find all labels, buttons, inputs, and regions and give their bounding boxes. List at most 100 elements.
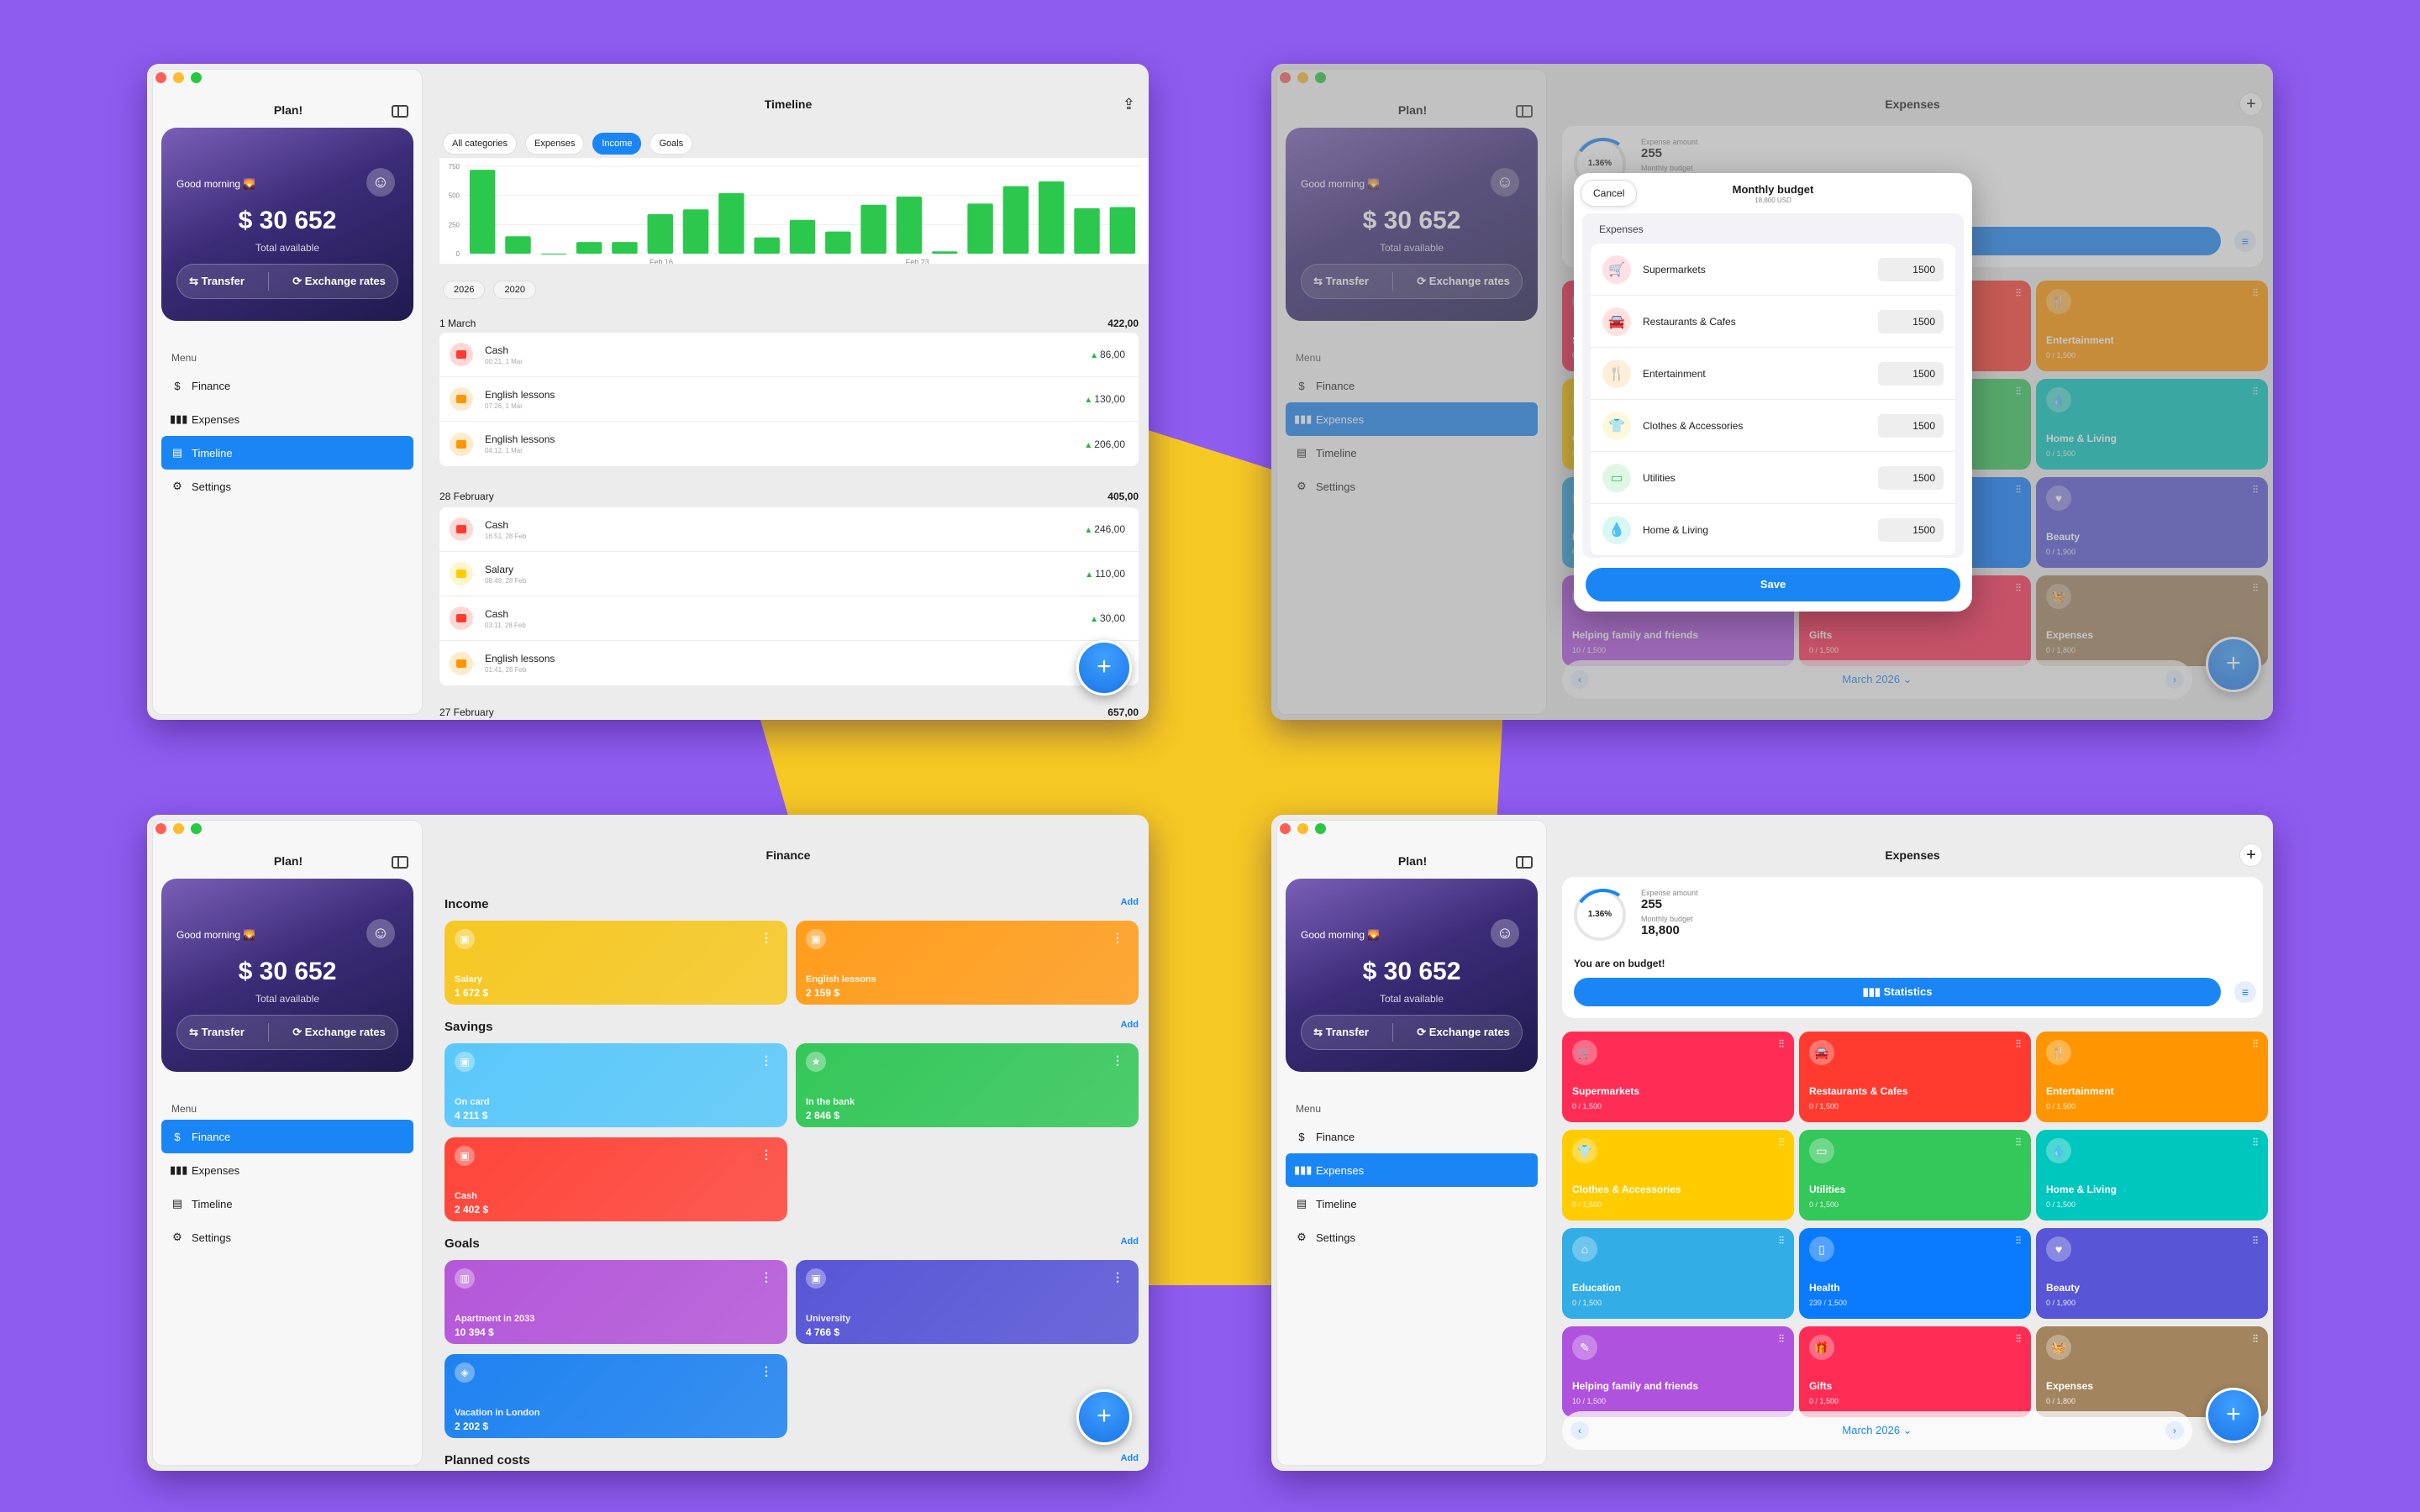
budget-value-input[interactable]: 1500: [1878, 257, 1944, 281]
expense-category-tile[interactable]: ♥ ⫶⫶ Beauty 0 / 1,900: [2036, 1228, 2268, 1319]
month-selector[interactable]: ‹ March 2026 ⌄ ›: [1562, 1411, 2192, 1450]
sliders-icon[interactable]: ⫶⫶: [2252, 1333, 2258, 1345]
save-button[interactable]: Save: [1586, 568, 1960, 601]
zoom-button[interactable]: [1315, 823, 1326, 834]
transaction-row[interactable]: English lessons 01:41, 28 Feb: [439, 641, 1139, 685]
chevron-left-icon[interactable]: ‹: [1570, 670, 1589, 689]
sidebar-toggle-icon[interactable]: [1516, 856, 1533, 869]
sidebar-item-timeline[interactable]: ▤ Timeline: [161, 1187, 413, 1221]
budget-value-input[interactable]: 1500: [1878, 517, 1944, 542]
income-bar[interactable]: [505, 236, 531, 254]
sidebar-item-settings[interactable]: ⚙ Settings: [161, 1221, 413, 1254]
expense-category-tile[interactable]: ♥ ⫶⫶ Beauty 0 / 1,900: [2036, 477, 2268, 568]
sidebar-toggle-icon[interactable]: [392, 856, 408, 869]
more-icon[interactable]: ⋮: [1112, 931, 1123, 944]
income-bar[interactable]: [967, 203, 993, 254]
expense-category-tile[interactable]: 💧 ⫶⫶ Home & Living 0 / 1,500: [2036, 379, 2268, 470]
budget-value-input[interactable]: 1500: [1878, 413, 1944, 438]
budget-value-input[interactable]: 1500: [1878, 361, 1944, 386]
chip-expenses[interactable]: Expenses: [525, 133, 585, 155]
sidebar-item-expenses[interactable]: ▮▮▮ Expenses: [1286, 402, 1538, 436]
share-icon[interactable]: ⇪: [1122, 96, 1135, 113]
sliders-icon[interactable]: ⫶⫶: [2015, 287, 2021, 299]
income-bar[interactable]: [754, 237, 780, 254]
smile-icon[interactable]: ☺: [366, 919, 395, 948]
list-icon[interactable]: ≡: [2234, 230, 2256, 252]
sliders-icon[interactable]: ⫶⫶: [2252, 1235, 2258, 1247]
year-2020[interactable]: 2020: [493, 281, 536, 299]
sliders-icon[interactable]: ⫶⫶: [2015, 1137, 2021, 1148]
sliders-icon[interactable]: ⫶⫶: [2252, 287, 2258, 299]
finance-tile[interactable]: ▣ ⋮ Cash 2 402 $: [445, 1137, 787, 1221]
minimize-button[interactable]: [173, 72, 184, 83]
sidebar-item-finance[interactable]: $ Finance: [1286, 1120, 1538, 1153]
income-bar[interactable]: [896, 197, 923, 254]
finance-tile[interactable]: ▣ ⋮ Salary 1 672 $: [445, 921, 787, 1005]
income-bar[interactable]: [718, 192, 744, 254]
expense-category-tile[interactable]: 🍴 ⫶⫶ Entertainment 0 / 1,500: [2036, 1032, 2268, 1122]
zoom-button[interactable]: [191, 823, 202, 834]
add-fab-button[interactable]: +: [2206, 1388, 2261, 1443]
zoom-button[interactable]: [1315, 72, 1326, 83]
add-fab-button[interactable]: +: [1076, 640, 1132, 696]
finance-tile[interactable]: ▣ ⋮ On card 4 211 $: [445, 1043, 787, 1127]
add-planned-link[interactable]: Add: [1120, 1453, 1139, 1463]
sliders-icon[interactable]: ⫶⫶: [2015, 484, 2021, 496]
sliders-icon[interactable]: ⫶⫶: [2015, 1333, 2021, 1345]
chip-goals[interactable]: Goals: [650, 133, 693, 155]
finance-tile[interactable]: ★ ⋮ In the bank 2 846 $: [796, 1043, 1139, 1127]
sidebar-item-finance[interactable]: $ Finance: [161, 1120, 413, 1153]
add-icon[interactable]: +: [2239, 92, 2263, 116]
sidebar-item-expenses[interactable]: ▮▮▮ Expenses: [161, 402, 413, 436]
income-bar[interactable]: [682, 209, 709, 254]
chip-all-categories[interactable]: All categories: [443, 133, 518, 155]
smile-icon[interactable]: ☺: [366, 168, 395, 197]
income-bar[interactable]: [1002, 186, 1029, 254]
more-icon[interactable]: ⋮: [760, 931, 772, 944]
sidebar-toggle-icon[interactable]: [1516, 105, 1533, 118]
sidebar-toggle-icon[interactable]: [392, 105, 408, 118]
more-icon[interactable]: ⋮: [1112, 1270, 1123, 1284]
finance-tile[interactable]: ▣ ⋮ English lessons 2 159 $: [796, 921, 1139, 1005]
smile-icon[interactable]: ☺: [1491, 919, 1519, 948]
add-income-link[interactable]: Add: [1120, 897, 1139, 907]
smile-icon[interactable]: ☺: [1491, 168, 1519, 197]
close-button[interactable]: [1280, 72, 1291, 83]
month-selector[interactable]: ‹ March 2026 ⌄ ›: [1562, 660, 2192, 699]
sliders-icon[interactable]: ⫶⫶: [1778, 1333, 1784, 1345]
chevron-right-icon[interactable]: ›: [2165, 1421, 2184, 1440]
expense-category-tile[interactable]: 🛒 ⫶⫶ Supermarkets 0 / 1,500: [1562, 1032, 1794, 1122]
statistics-button[interactable]: ▮▮▮ Statistics: [1574, 978, 2221, 1006]
exchange-rates-button[interactable]: ⟳ Exchange rates: [292, 275, 386, 287]
expense-category-tile[interactable]: 💧 ⫶⫶ Home & Living 0 / 1,500: [2036, 1130, 2268, 1221]
finance-tile[interactable]: ▥ ⋮ Apartment in 2033 10 394 $: [445, 1260, 787, 1344]
sidebar-item-timeline[interactable]: ▤ Timeline: [1286, 1187, 1538, 1221]
exchange-rates-button[interactable]: ⟳ Exchange rates: [1417, 275, 1510, 287]
income-bar[interactable]: [612, 242, 638, 254]
finance-tile[interactable]: ◈ ⋮ Vacation in London 2 202 $: [445, 1354, 787, 1438]
exchange-rates-button[interactable]: ⟳ Exchange rates: [292, 1026, 386, 1038]
exchange-rates-button[interactable]: ⟳ Exchange rates: [1417, 1026, 1510, 1038]
expense-category-tile[interactable]: ▯ ⫶⫶ Health 239 / 1,500: [1799, 1228, 2031, 1319]
income-bar[interactable]: [1038, 181, 1065, 254]
income-bar[interactable]: [647, 213, 673, 254]
close-button[interactable]: [155, 823, 166, 834]
sliders-icon[interactable]: ⫶⫶: [2252, 484, 2258, 496]
more-icon[interactable]: ⋮: [760, 1147, 772, 1161]
sidebar-item-finance[interactable]: $ Finance: [161, 369, 413, 402]
expense-category-tile[interactable]: ✎ ⫶⫶ Helping family and friends 10 / 1,500: [1562, 1326, 1794, 1417]
zoom-button[interactable]: [191, 72, 202, 83]
sliders-icon[interactable]: ⫶⫶: [2015, 386, 2021, 397]
income-bar[interactable]: [860, 204, 886, 254]
sliders-icon[interactable]: ⫶⫶: [2015, 582, 2021, 594]
expense-category-tile[interactable]: ▭ ⫶⫶ Utilities 0 / 1,500: [1799, 1130, 2031, 1221]
transaction-row[interactable]: English lessons 04:12, 1 Mar 206,00: [439, 422, 1139, 466]
transfer-button[interactable]: ⇆ Transfer: [189, 1026, 245, 1038]
cancel-button[interactable]: Cancel: [1581, 180, 1638, 207]
year-2026[interactable]: 2026: [443, 281, 486, 299]
sliders-icon[interactable]: ⫶⫶: [2252, 582, 2258, 594]
